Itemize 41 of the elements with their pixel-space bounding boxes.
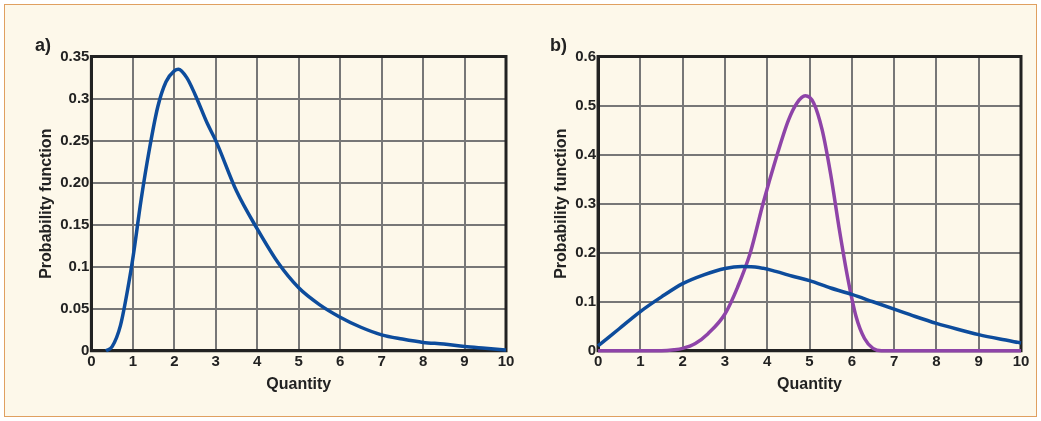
x-tick-label: 10 — [1012, 351, 1030, 369]
x-axis-title: Quantity — [266, 374, 332, 392]
y-tick-label: 0.25 — [60, 130, 90, 148]
x-tick-label: 6 — [847, 351, 856, 369]
line-series — [596, 264, 1023, 348]
x-tick-label: 8 — [418, 351, 428, 369]
chart-title: b) — [550, 34, 567, 55]
y-tick-label: 0.05 — [60, 298, 90, 316]
y-tick-label: 0.1 — [68, 256, 90, 274]
x-tick-label: 7 — [377, 351, 386, 369]
y-tick-label: 0.2 — [575, 242, 597, 260]
x-tick-label: 1 — [128, 351, 138, 369]
x-tick-label: 4 — [253, 351, 263, 369]
y-tick-label: 0.4 — [575, 144, 597, 162]
y-tick-label: 0.6 — [575, 46, 597, 64]
x-axis-title: Quantity — [777, 374, 843, 392]
y-axis-title: Probability function — [37, 128, 55, 279]
y-tick-label: 0.20 — [60, 172, 90, 190]
x-tick-label: 7 — [889, 351, 899, 369]
x-tick-label: 6 — [335, 351, 345, 369]
chart-title: a) — [35, 34, 52, 55]
x-tick-label: 8 — [932, 351, 941, 369]
y-tick-label: 0.3 — [575, 193, 597, 211]
x-tick-label: 10 — [497, 351, 515, 369]
y-tick-label: 0.15 — [60, 214, 90, 232]
x-tick-label: 2 — [678, 351, 687, 369]
x-tick-label: 3 — [211, 351, 220, 369]
y-tick-label: 0.1 — [575, 291, 597, 309]
x-tick-label: 5 — [294, 351, 303, 369]
x-tick-label: 3 — [720, 351, 730, 369]
x-tick-label: 2 — [170, 351, 179, 369]
x-tick-label: 1 — [636, 351, 645, 369]
y-tick-label: 0.5 — [575, 95, 597, 113]
x-tick-label: 9 — [460, 351, 469, 369]
y-axis-title: Probability function — [552, 128, 570, 279]
line-series — [104, 67, 508, 353]
y-tick-label: 0.3 — [68, 88, 90, 106]
y-tick-label: 0.35 — [60, 46, 90, 64]
x-tick-label: 4 — [763, 351, 773, 369]
x-tick-label: 5 — [805, 351, 814, 369]
x-tick-label: 9 — [974, 351, 983, 369]
